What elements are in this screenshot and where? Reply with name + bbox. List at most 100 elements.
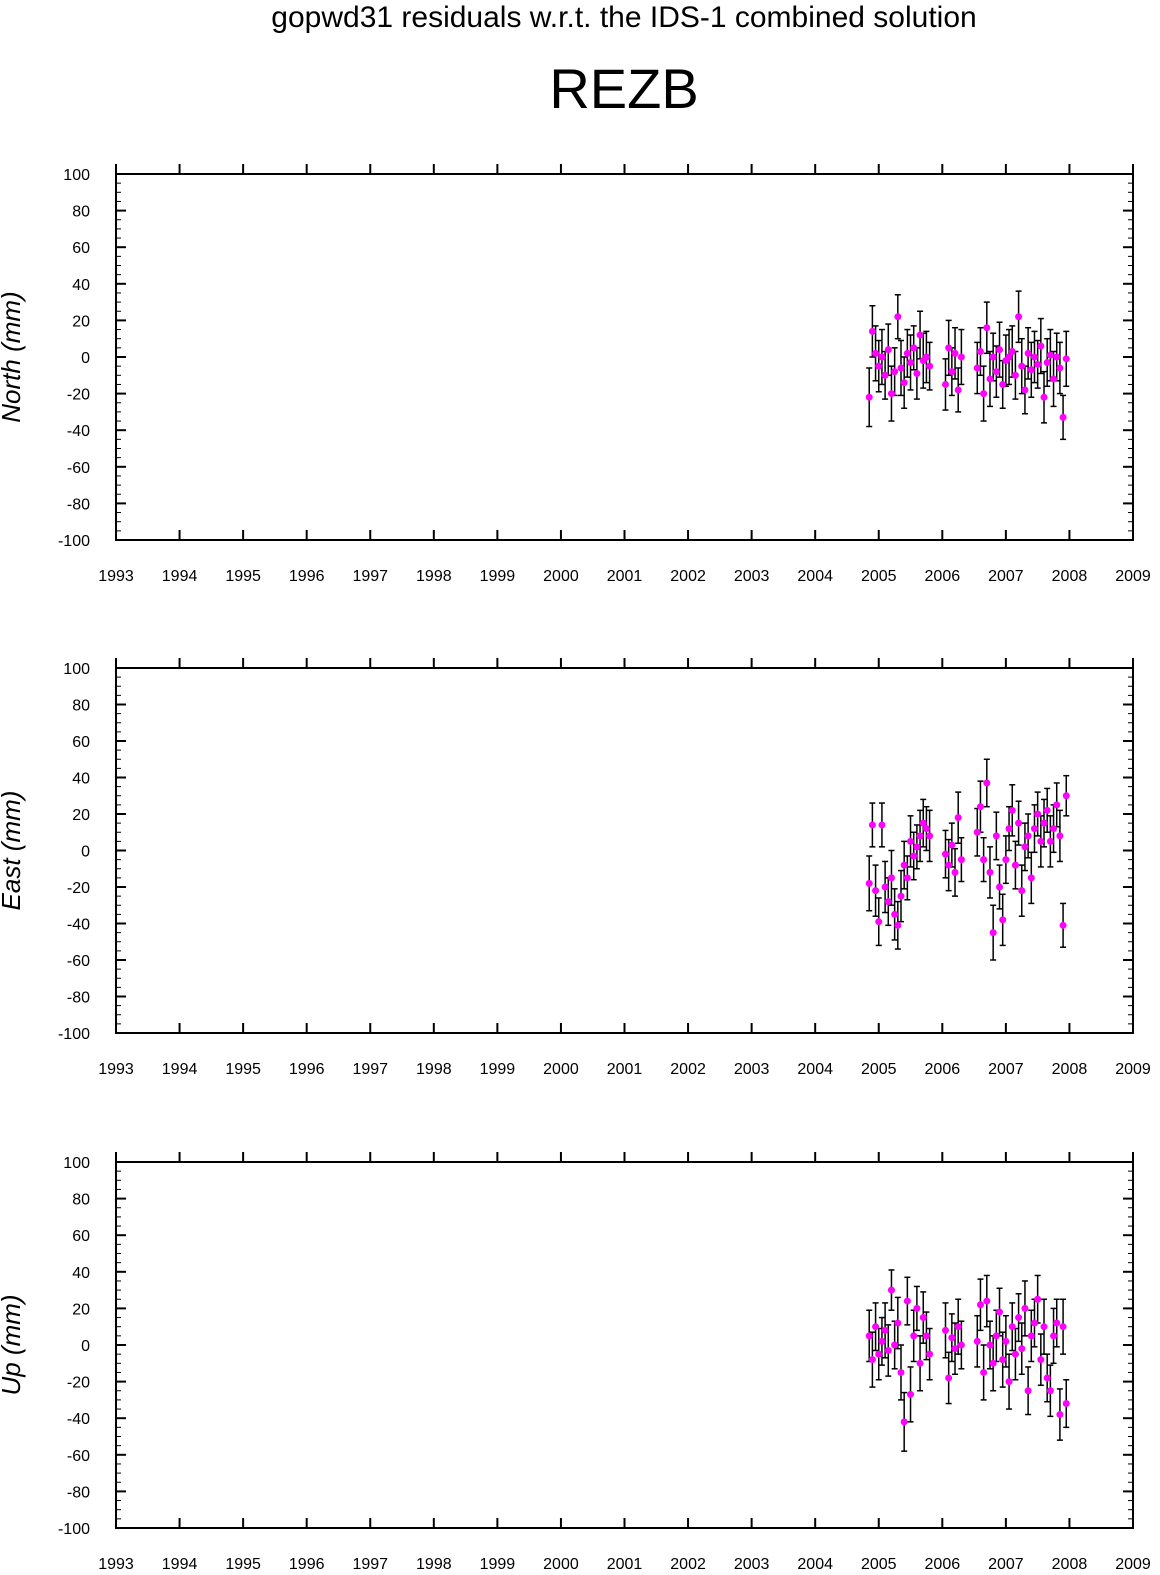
data-point xyxy=(989,1359,997,1367)
data-point xyxy=(948,368,956,376)
data-point xyxy=(903,1297,911,1305)
data-point xyxy=(872,349,880,357)
data-point xyxy=(872,1323,880,1331)
data-point xyxy=(1034,1295,1042,1303)
data-point xyxy=(907,1390,915,1398)
y-tick-label: -60 xyxy=(67,460,90,477)
x-tick-label: 1998 xyxy=(416,1556,452,1573)
data-point xyxy=(1002,856,1010,864)
north-residuals-panel: 1993 1994 1995 1996 1997 1998 1999 2000 2001 2002… xyxy=(0,164,1151,585)
data-point xyxy=(922,825,930,833)
data-point xyxy=(903,874,911,882)
x-tick-label: 2007 xyxy=(988,1061,1024,1078)
x-tick-label: 1998 xyxy=(416,568,452,585)
x-tick-label: 2002 xyxy=(670,568,706,585)
x-tick-label: 2006 xyxy=(925,1061,961,1078)
data-point xyxy=(989,929,997,937)
data-point xyxy=(875,362,883,370)
y-tick-label: 20 xyxy=(72,1301,90,1318)
data-point xyxy=(1018,887,1026,895)
data-point xyxy=(878,353,886,361)
data-point xyxy=(1034,360,1042,368)
data-point xyxy=(894,1319,902,1327)
x-tick-label: 1994 xyxy=(162,1061,198,1078)
data-point xyxy=(865,393,873,401)
x-tick-label: 1999 xyxy=(480,568,516,585)
x-tick-label: 2001 xyxy=(607,568,643,585)
data-point xyxy=(881,883,889,891)
data-point xyxy=(999,380,1007,388)
data-point xyxy=(881,371,889,379)
figure-subtitle: REZB xyxy=(549,57,698,120)
data-point xyxy=(897,364,905,372)
data-point xyxy=(913,1304,921,1312)
data-point xyxy=(878,821,886,829)
x-tick-label: 2002 xyxy=(670,1556,706,1573)
data-point xyxy=(1024,832,1032,840)
x-tick-label: 1993 xyxy=(98,1556,134,1573)
x-tick-label: 1996 xyxy=(289,1556,325,1573)
data-point xyxy=(957,1341,965,1349)
y-tick-label: -40 xyxy=(67,917,90,934)
x-tick-label: 2000 xyxy=(543,1061,579,1078)
data-point xyxy=(1011,861,1019,869)
data-point xyxy=(1053,1319,1061,1327)
data-point xyxy=(916,832,924,840)
data-point xyxy=(922,1332,930,1340)
data-point xyxy=(941,850,949,858)
data-point xyxy=(910,852,918,860)
x-tick-label: 2009 xyxy=(1115,1556,1151,1573)
data-point xyxy=(865,879,873,887)
data-point xyxy=(945,861,953,869)
data-point xyxy=(989,353,997,361)
data-point xyxy=(1011,371,1019,379)
data-point xyxy=(999,916,1007,924)
data-point xyxy=(1043,806,1051,814)
data-point xyxy=(941,1326,949,1334)
y-tick-label: -60 xyxy=(67,1448,90,1465)
x-tick-label: 2008 xyxy=(1052,1556,1088,1573)
data-point xyxy=(983,779,991,787)
data-point xyxy=(1062,792,1070,800)
data-point xyxy=(919,1314,927,1322)
x-tick-label: 2006 xyxy=(925,1556,961,1573)
data-point xyxy=(900,861,908,869)
x-tick-label: 1994 xyxy=(162,568,198,585)
data-point xyxy=(868,1356,876,1364)
data-point xyxy=(1015,313,1023,321)
figure-title: gopwd31 residuals w.r.t. the IDS-1 combi… xyxy=(271,1,976,34)
x-tick-label: 2001 xyxy=(607,1061,643,1078)
data-point xyxy=(1037,342,1045,350)
plot-frame xyxy=(115,1161,1134,1529)
x-tick-label: 1996 xyxy=(289,568,325,585)
y-tick-label: -20 xyxy=(67,880,90,897)
data-point xyxy=(986,1341,994,1349)
data-point xyxy=(1046,837,1054,845)
x-tick-label: 2004 xyxy=(797,568,833,585)
data-point xyxy=(996,883,1004,891)
data-point xyxy=(891,1341,899,1349)
data-point xyxy=(922,353,930,361)
y-tick-label: 40 xyxy=(72,771,90,788)
y-tick-label: -20 xyxy=(67,387,90,404)
y-axis-label: North (mm) xyxy=(0,291,26,422)
y-tick-label: 40 xyxy=(72,277,90,294)
data-point xyxy=(996,346,1004,354)
data-point xyxy=(976,1301,984,1309)
data-point xyxy=(951,349,959,357)
data-point xyxy=(910,1332,918,1340)
data-point xyxy=(1043,1374,1051,1382)
x-tick-label: 2000 xyxy=(543,1556,579,1573)
y-tick-label: 80 xyxy=(72,1192,90,1209)
data-point xyxy=(887,390,895,398)
x-tick-label: 2008 xyxy=(1052,1061,1088,1078)
data-point xyxy=(1005,825,1013,833)
data-point xyxy=(919,819,927,827)
data-point xyxy=(973,828,981,836)
y-tick-label: 0 xyxy=(81,1338,90,1355)
data-point xyxy=(1062,1400,1070,1408)
x-tick-label: 2005 xyxy=(861,568,897,585)
y-tick-label: 60 xyxy=(72,734,90,751)
plot-frame xyxy=(115,667,1134,1034)
x-tick-label: 2002 xyxy=(670,1061,706,1078)
